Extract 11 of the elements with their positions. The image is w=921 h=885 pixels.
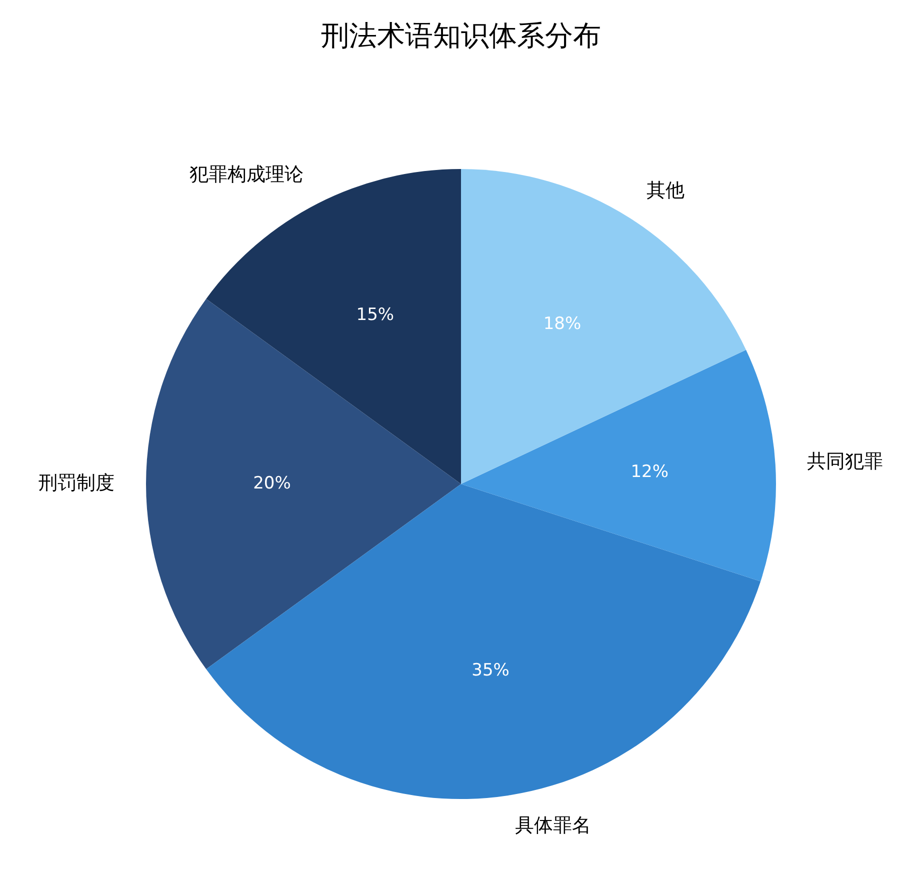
data-label: 20%	[253, 474, 291, 494]
slice-label: 其他	[646, 180, 685, 202]
slice-label: 共同犯罪	[806, 450, 883, 472]
chart-title: 刑法术语知识体系分布	[321, 19, 601, 52]
slice-label: 犯罪构成理论	[190, 163, 304, 186]
slice-label: 刑罚制度	[38, 472, 114, 494]
data-label: 12%	[630, 462, 669, 482]
data-label: 15%	[356, 305, 394, 326]
data-label: 35%	[472, 660, 510, 680]
data-label: 18%	[543, 314, 582, 334]
slice-label: 具体罪名	[515, 814, 592, 836]
